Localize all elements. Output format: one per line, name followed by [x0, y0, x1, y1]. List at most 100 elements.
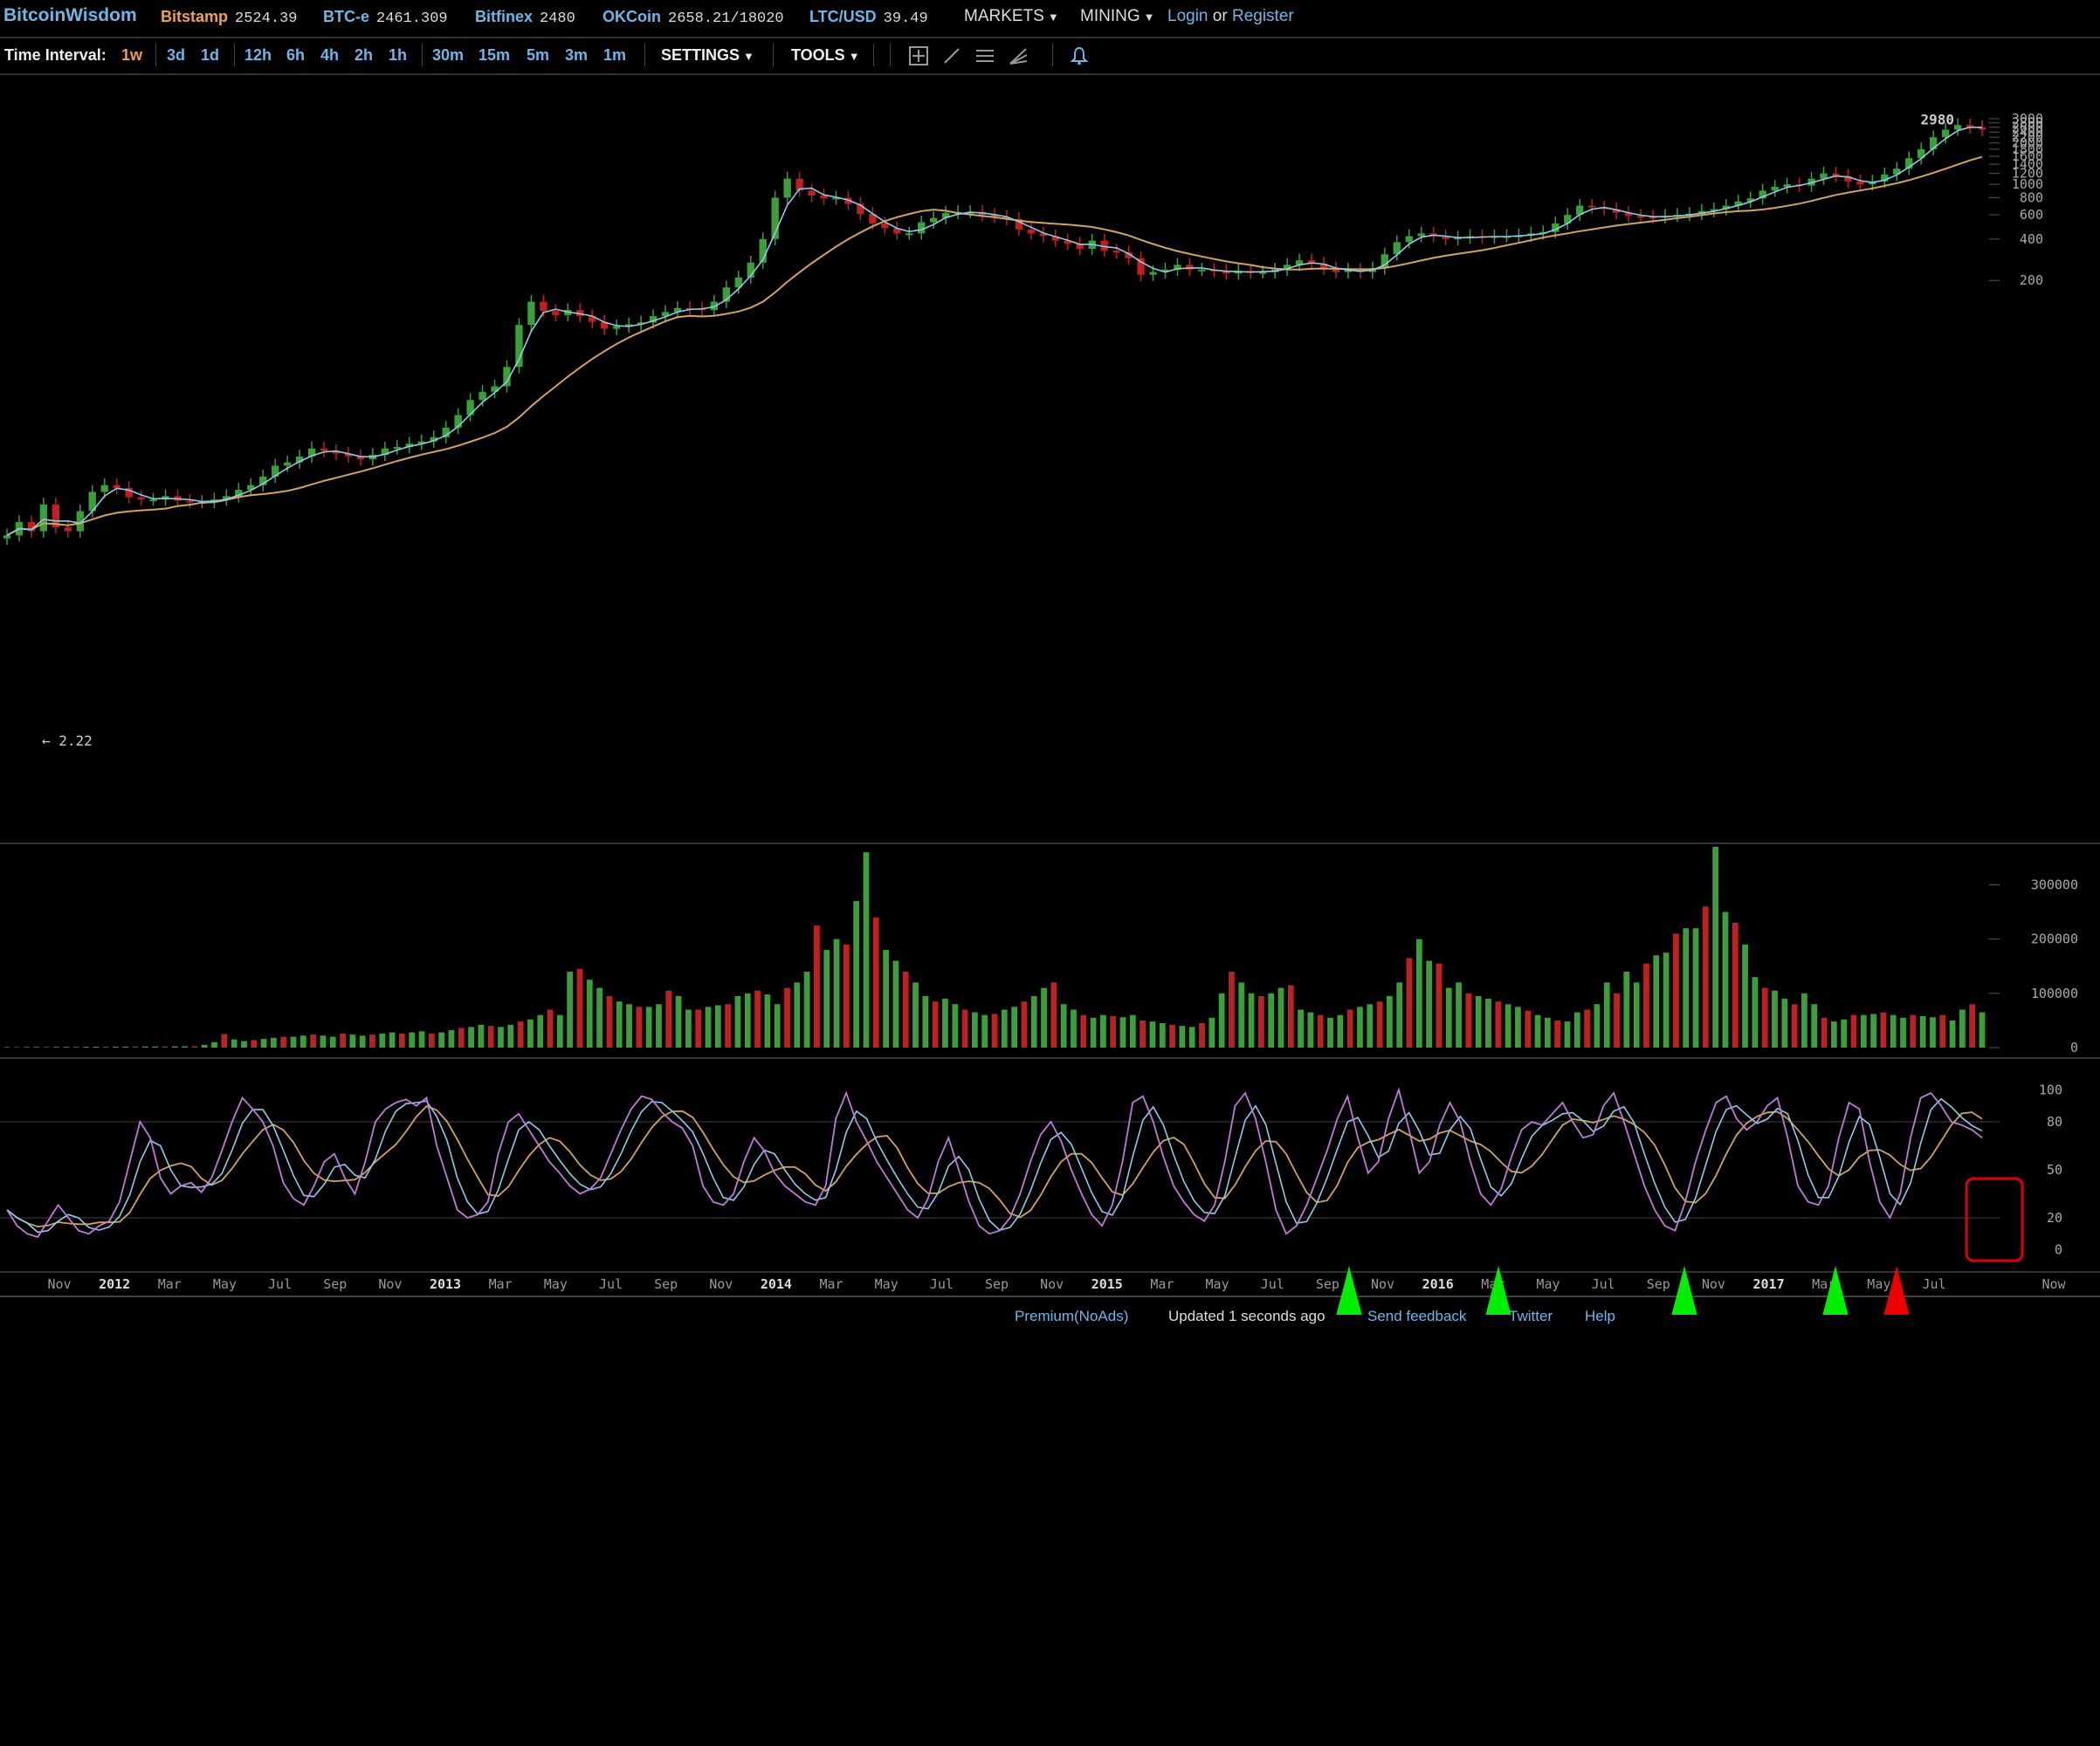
ticker-bitfinex[interactable]: Bitfinex 2480: [475, 8, 575, 27]
time-axis-label: May: [544, 1276, 568, 1292]
interval-5m[interactable]: 5m: [527, 46, 550, 64]
volume-bar: [340, 1033, 346, 1048]
volume-bar: [1287, 985, 1294, 1048]
feedback-link[interactable]: Send feedback: [1367, 1308, 1467, 1324]
price-chart[interactable]: 3000280026002400220020001800160014001200…: [0, 75, 2100, 1315]
candle-body: [442, 427, 450, 437]
price-tick-label: 800: [2020, 189, 2043, 205]
volume-bar: [1218, 993, 1225, 1048]
crosshair-icon[interactable]: [908, 45, 929, 66]
candle-body: [1405, 236, 1413, 243]
time-axis-label: Jul: [1922, 1276, 1945, 1292]
volume-bar: [1919, 1015, 1926, 1048]
volume-bar: [290, 1036, 297, 1048]
volume-bar: [942, 999, 948, 1048]
volume-bar: [1761, 987, 1768, 1048]
volume-bar: [132, 1046, 139, 1048]
time-axis-label: Mar: [158, 1276, 182, 1292]
interval-15m[interactable]: 15m: [479, 46, 511, 64]
candle-body: [381, 448, 389, 455]
horizontal-lines-icon[interactable]: [974, 45, 995, 66]
volume-bar: [952, 1004, 959, 1048]
volume-bar: [814, 925, 820, 1048]
logo[interactable]: BitcoinWisdom: [3, 5, 137, 25]
caret-down-icon: ▼: [1047, 10, 1059, 24]
candle-body: [1222, 271, 1230, 274]
time-axis-label: Nov: [1371, 1276, 1394, 1292]
volume-bar: [1702, 906, 1709, 1048]
ticker-price: 2461.309: [376, 10, 448, 27]
candle-body: [612, 326, 621, 329]
help-link[interactable]: Help: [1585, 1308, 1615, 1324]
interval-4h[interactable]: 4h: [320, 46, 340, 64]
interval-6h[interactable]: 6h: [286, 46, 306, 64]
bell-icon[interactable]: [1069, 45, 1090, 66]
volume-bar: [1159, 1023, 1166, 1048]
candle-body: [344, 453, 353, 457]
fan-icon[interactable]: [1008, 45, 1029, 66]
ticker-ltcusd[interactable]: LTC/USD 39.49: [809, 8, 928, 27]
time-axis-label: Nov: [1040, 1276, 1064, 1292]
interval-1m[interactable]: 1m: [603, 46, 627, 64]
volume-bar: [1870, 1014, 1876, 1048]
candle-body: [320, 448, 328, 451]
ticker-bitstamp[interactable]: Bitstamp 2524.39: [161, 8, 297, 27]
stochastic-slow-line: [6, 1104, 1983, 1228]
candle-body: [722, 287, 730, 302]
price-tick-label: 2400: [2012, 124, 2043, 140]
interval-1w[interactable]: 1w: [121, 46, 143, 64]
interval-30m[interactable]: 30m: [432, 46, 465, 64]
time-axis-label: 2013: [430, 1276, 461, 1292]
interval-3m[interactable]: 3m: [565, 46, 589, 64]
volume-bar: [458, 1028, 465, 1048]
interval-3d[interactable]: 3d: [167, 46, 186, 64]
ticker-btce[interactable]: BTC-e 2461.309: [323, 8, 448, 27]
volume-bar: [63, 1047, 70, 1048]
volume-bar: [685, 1009, 692, 1048]
candle-body: [259, 476, 267, 485]
candle-body: [1149, 272, 1157, 275]
volume-bar: [1346, 1009, 1353, 1048]
volume-bar: [912, 982, 919, 1048]
stochastic-tick-label: 0: [2055, 1242, 2062, 1258]
interval-1h[interactable]: 1h: [389, 46, 408, 64]
line-icon[interactable]: [941, 45, 962, 66]
high-price-label: 2980: [1920, 111, 1954, 127]
interval-2h[interactable]: 2h: [355, 46, 374, 64]
ticker-name: Bitfinex: [475, 8, 534, 25]
twitter-link[interactable]: Twitter: [1509, 1308, 1553, 1324]
volume-bar: [695, 1009, 702, 1048]
volume-bar: [1732, 923, 1739, 1048]
volume-bar: [3, 1047, 10, 1048]
candle-body: [1112, 250, 1120, 253]
ticker-name: BTC-e: [323, 8, 369, 25]
volume-bar: [1179, 1026, 1186, 1048]
interval-1d[interactable]: 1d: [201, 46, 220, 64]
settings-menu[interactable]: SETTINGS ▼: [661, 46, 754, 65]
volume-bar: [102, 1046, 109, 1048]
candle-body: [918, 222, 926, 234]
login-link[interactable]: Login: [1167, 7, 1208, 25]
candle-body: [673, 307, 682, 313]
price-tick-label: 2600: [2012, 120, 2043, 135]
candle-body: [747, 262, 754, 278]
volume-bar: [794, 982, 801, 1048]
volume-bar: [1208, 1017, 1215, 1048]
green-arrow-head: [1485, 1266, 1511, 1315]
tools-menu[interactable]: TOOLS ▼: [791, 46, 860, 65]
candle-body: [941, 212, 950, 218]
candle-body: [88, 491, 96, 512]
divider: [1052, 44, 1053, 66]
volume-bar: [596, 987, 602, 1048]
volume-bar: [1080, 1014, 1087, 1048]
time-axis-label: Sep: [1316, 1276, 1339, 1292]
register-link[interactable]: Register: [1231, 7, 1294, 25]
ticker-okcoin[interactable]: OKCoin 2658.21/18020: [602, 8, 784, 27]
markets-menu[interactable]: MARKETS ▼: [964, 7, 1059, 26]
candle-body: [601, 321, 609, 329]
interval-12h[interactable]: 12h: [244, 46, 272, 64]
mining-label: MINING: [1080, 7, 1140, 25]
volume-bar: [1573, 1012, 1580, 1048]
premium-link[interactable]: Premium(NoAds): [1015, 1308, 1129, 1324]
mining-menu[interactable]: MINING ▼: [1080, 7, 1154, 26]
